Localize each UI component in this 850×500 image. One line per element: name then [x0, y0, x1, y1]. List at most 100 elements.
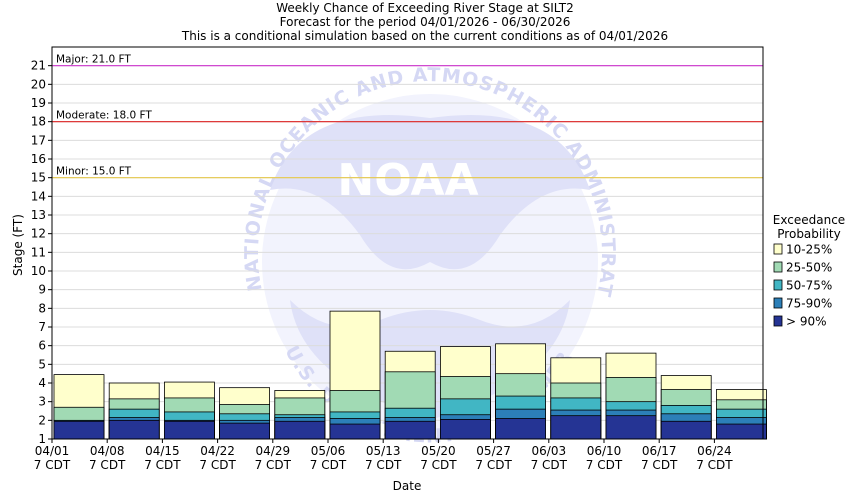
x-tick-date: 04/15 — [145, 444, 180, 458]
x-tick-date: 05/13 — [366, 444, 401, 458]
x-tick-time: 7 CDT — [586, 458, 623, 472]
y-tick-label: 8 — [38, 301, 46, 315]
bar-stack — [439, 346, 491, 440]
x-tick-time: 7 CDT — [475, 458, 512, 472]
flood-level-label: Major: 21.0 FT — [56, 54, 131, 66]
x-tick-time: 7 CDT — [365, 458, 402, 472]
noaa-logo-text: NOAA — [337, 155, 478, 206]
legend-entry: 10-25% — [786, 243, 832, 257]
x-tick-time: 7 CDT — [310, 458, 347, 472]
x-tick-time: 7 CDT — [144, 458, 181, 472]
bar-segment — [716, 423, 767, 440]
bar-segment — [108, 419, 160, 440]
chart-title: Weekly Chance of Exceeding River Stage a… — [276, 1, 574, 15]
flood-level-label: Moderate: 18.0 FT — [56, 110, 152, 122]
x-tick-date: 05/20 — [421, 444, 456, 458]
plot-frame — [51, 46, 764, 440]
x-tick-time: 7 CDT — [641, 458, 678, 472]
bar-segment — [439, 418, 491, 440]
chart-subtitle-conditions: This is a conditional simulation based o… — [181, 29, 668, 43]
y-tick-label: 4 — [38, 376, 46, 390]
x-tick-date: 06/10 — [587, 444, 622, 458]
y-tick-label: 9 — [38, 283, 46, 297]
bar-segment — [53, 420, 105, 440]
legend-entry: 25-50% — [786, 261, 832, 275]
bar-stack — [219, 387, 271, 440]
y-tick-label: 20 — [31, 77, 46, 91]
bar-groups — [53, 310, 767, 440]
y-tick-label: 17 — [31, 133, 46, 147]
x-tick-date: 06/17 — [642, 444, 677, 458]
legend-swatch — [773, 315, 783, 327]
legend-swatch — [773, 279, 783, 291]
bar-stack — [108, 382, 160, 440]
legend-swatch — [773, 243, 783, 255]
y-tick-label: 16 — [31, 152, 46, 166]
legend-title: Probability — [777, 227, 840, 241]
bar-segment — [219, 422, 271, 440]
legend-entry: > 90% — [786, 315, 827, 329]
x-tick-time: 7 CDT — [89, 458, 126, 472]
x-tick-time: 7 CDT — [34, 458, 71, 472]
legend-swatch — [773, 297, 783, 309]
bar-stack — [384, 350, 436, 440]
bar-stack — [660, 375, 712, 440]
bar-stack — [495, 343, 547, 440]
flood-level-label: Minor: 15.0 FT — [56, 166, 132, 178]
x-tick-time: 7 CDT — [531, 458, 568, 472]
bar-stack — [550, 357, 602, 440]
bar-stack — [53, 374, 105, 440]
bar-stack — [163, 381, 215, 440]
bar-segment — [495, 418, 547, 440]
noaa-seal-bird — [270, 115, 590, 270]
bar-segment — [274, 420, 326, 440]
y-tick-label: 6 — [38, 339, 46, 353]
x-tick-time: 7 CDT — [696, 458, 733, 472]
legend-entry: 50-75% — [786, 279, 832, 293]
y-tick-label: 18 — [31, 115, 46, 129]
x-tick-date: 04/22 — [200, 444, 235, 458]
bar-stack — [605, 352, 657, 440]
bar-segment — [550, 415, 602, 440]
bar-segment — [163, 420, 215, 440]
x-tick-date: 04/08 — [90, 444, 125, 458]
x-tick-time: 7 CDT — [255, 458, 292, 472]
legend-swatch — [773, 261, 783, 273]
legend-entry: 75-90% — [786, 297, 832, 311]
bar-stack — [274, 390, 326, 440]
y-tick-label: 5 — [38, 357, 46, 371]
bar-stack — [716, 389, 767, 440]
y-tick-label: 21 — [31, 59, 46, 73]
bar-segment — [660, 420, 712, 440]
y-tick-label: 11 — [31, 245, 46, 259]
x-tick-date: 05/27 — [476, 444, 511, 458]
x-tick-date: 04/01 — [35, 444, 70, 458]
x-tick-time: 7 CDT — [420, 458, 457, 472]
x-tick-date: 05/06 — [311, 444, 346, 458]
y-tick-label: 12 — [31, 227, 46, 241]
y-tick-label: 7 — [38, 320, 46, 334]
x-tick-date: 06/03 — [532, 444, 567, 458]
legend-title: Exceedance — [773, 213, 845, 227]
x-axis-label: Date — [393, 479, 422, 493]
bar-stack — [329, 310, 381, 440]
x-tick-time: 7 CDT — [199, 458, 236, 472]
y-tick-label: 10 — [31, 264, 46, 278]
y-axis-label: Stage (FT) — [11, 214, 25, 276]
flood-level-lines: Major: 21.0 FT Moderate: 18.0 FT Minor: 15… — [52, 54, 763, 179]
y-tick-label: 19 — [31, 96, 46, 110]
y-tick-label: 15 — [31, 171, 46, 185]
y-tick-label: 13 — [31, 208, 46, 222]
y-tick-label: 3 — [38, 395, 46, 409]
x-tick-date: 04/29 — [256, 444, 291, 458]
y-tick-label: 14 — [31, 189, 46, 203]
bar-segment — [384, 420, 436, 440]
y-tick-label: 2 — [38, 413, 46, 427]
chart-subtitle-period: Forecast for the period 04/01/2026 - 06/… — [280, 15, 571, 29]
bar-segment — [329, 423, 381, 440]
bar-segment — [605, 415, 657, 440]
